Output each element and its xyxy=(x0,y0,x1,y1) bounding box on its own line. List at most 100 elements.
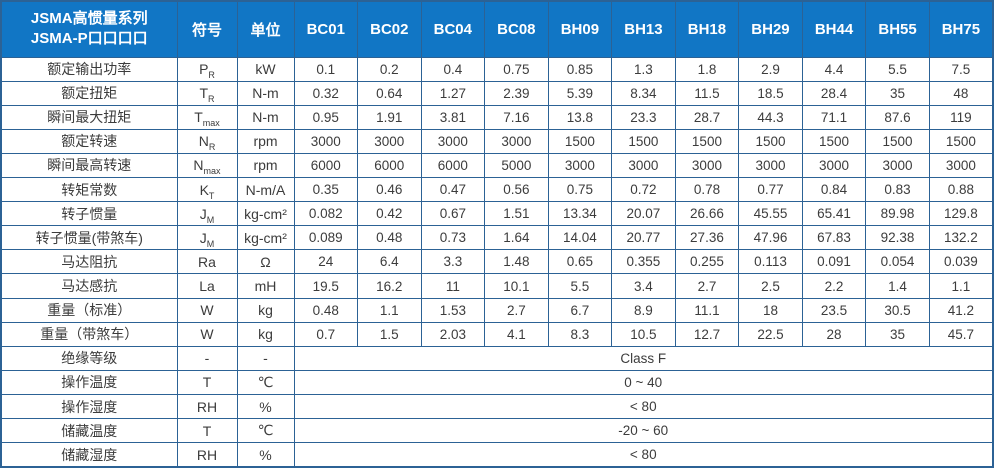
parameter-label: 重量（标准） xyxy=(0,297,178,323)
unit-column-header: 单位 xyxy=(236,0,295,58)
table-row: 储藏湿度 RH% < 80 xyxy=(0,442,994,468)
value-cell: 0.95 xyxy=(293,104,359,130)
value-cell: 1.1 xyxy=(357,297,422,323)
unit-cell: kg-cm² xyxy=(236,225,295,251)
value-cell: 129.8 xyxy=(928,201,994,227)
value-cell: 0.84 xyxy=(801,177,867,203)
symbol-cell: W xyxy=(176,297,238,323)
value-cell: 35 xyxy=(865,321,930,347)
value-cell: 7.16 xyxy=(484,104,549,130)
symbol-column-header: 符号 xyxy=(176,0,238,58)
value-cell: 1.64 xyxy=(484,225,549,251)
parameter-label: 储藏温度 xyxy=(0,418,178,444)
value-cell: 0.113 xyxy=(738,249,803,275)
table-row: 操作温度 T ℃ 0 ~ 40 xyxy=(0,369,994,396)
value-cell: 3000 xyxy=(357,128,422,154)
value-cell: 3000 xyxy=(420,128,486,154)
symbol-cell: La xyxy=(176,273,238,299)
model-header: BC01 xyxy=(293,0,359,58)
value-cell: 47.96 xyxy=(738,225,803,251)
parameter-label: 瞬间最高转速 xyxy=(0,152,178,179)
value-cell: 5000 xyxy=(484,152,549,179)
value-cell: 4.4 xyxy=(801,56,867,82)
value-cell: 1500 xyxy=(801,128,867,154)
table-row: 操作湿度 RH% < 80 xyxy=(0,394,994,420)
value-cell: 0.7 xyxy=(293,321,359,347)
value-cell: 23.3 xyxy=(611,104,676,130)
value-cell: 5.5 xyxy=(547,273,613,299)
shared-value-cell: -20 ~ 60 xyxy=(293,418,994,444)
value-cell: 1500 xyxy=(547,128,613,154)
value-cell: 10.5 xyxy=(611,321,676,347)
series-title-line1: JSMA高惯量系列 xyxy=(30,10,148,27)
value-cell: 3000 xyxy=(674,152,740,179)
unit-cell: - xyxy=(236,345,295,371)
table-row: 马达阻抗 Ra Ω 24 6.4 3.3 1.48 0.65 0.355 0.255 0.113 0.… xyxy=(0,249,994,275)
value-cell: 1500 xyxy=(928,128,994,154)
value-cell: 12.7 xyxy=(674,321,740,347)
parameter-label: 储藏湿度 xyxy=(0,442,178,468)
value-cell: 1500 xyxy=(674,128,740,154)
value-cell: 1500 xyxy=(738,128,803,154)
symbol-cell: TR xyxy=(176,80,238,106)
value-cell: 1.5 xyxy=(357,321,422,347)
unit-cell: rpm xyxy=(236,128,295,154)
value-cell: 71.1 xyxy=(801,104,867,130)
value-cell: 19.5 xyxy=(293,273,359,299)
symbol-cell: Nmax xyxy=(176,152,238,179)
parameter-label: 操作温度 xyxy=(0,369,178,396)
value-cell: 0.48 xyxy=(293,297,359,323)
symbol-subscript: max xyxy=(203,166,221,177)
value-cell: 1.53 xyxy=(420,297,486,323)
value-cell: 0.47 xyxy=(420,177,486,203)
unit-cell: kW xyxy=(236,56,295,82)
unit-cell: kg xyxy=(236,321,295,347)
value-cell: 18 xyxy=(738,297,803,323)
parameter-label: 操作湿度 xyxy=(0,394,178,420)
symbol-cell: Tmax xyxy=(176,104,238,130)
value-cell: 3.81 xyxy=(420,104,486,130)
parameter-label: 瞬间最大扭矩 xyxy=(0,104,178,130)
value-cell: 3000 xyxy=(484,128,549,154)
parameter-label: 额定扭矩 xyxy=(0,80,178,106)
symbol-cell: PR xyxy=(176,56,238,82)
symbol-cell: - xyxy=(176,345,238,371)
symbol-subscript: T xyxy=(208,190,215,201)
series-title-cell: JSMA高惯量系列 JSMA-P口口口口 xyxy=(0,0,178,58)
parameter-label: 绝缘等级 xyxy=(0,345,178,371)
value-cell: 89.98 xyxy=(865,201,930,227)
value-cell: 0.64 xyxy=(357,80,422,106)
symbol-cell: RH xyxy=(176,394,238,420)
value-cell: 3000 xyxy=(611,152,676,179)
symbol-subscript: R xyxy=(208,93,215,104)
symbol-subscript: M xyxy=(206,214,215,225)
value-cell: 0.78 xyxy=(674,177,740,203)
value-cell: 28 xyxy=(801,321,867,347)
table-body: 额定输出功率 PR kW 0.1 0.2 0.4 0.75 0.85 1.3 1.8 2.9 4.4 5… xyxy=(0,56,994,468)
table-row: 额定扭矩 TR N-m 0.32 0.64 1.27 2.39 5.39 8.34 11.5 18.… xyxy=(0,80,994,106)
model-header: BH18 xyxy=(674,0,740,58)
value-cell: 0.72 xyxy=(611,177,676,203)
table-row: 瞬间最高转速 Nmax rpm 6000 6000 6000 5000 3000 3000 300… xyxy=(0,152,994,179)
unit-cell: ℃ xyxy=(236,418,295,444)
table-row: 额定转速 NR rpm 3000 3000 3000 3000 1500 1500 1500 150… xyxy=(0,128,994,154)
table-row: 储藏温度 T ℃ -20 ~ 60 xyxy=(0,418,994,444)
value-cell: 30.5 xyxy=(865,297,930,323)
value-cell: 6000 xyxy=(357,152,422,179)
value-cell: 2.39 xyxy=(484,80,549,106)
value-cell: 8.34 xyxy=(611,80,676,106)
value-cell: 0.32 xyxy=(293,80,359,106)
symbol-cell: NR xyxy=(176,128,238,154)
series-title-line2: JSMA-P口口口口 xyxy=(30,30,148,48)
unit-cell: rpm xyxy=(236,152,295,179)
value-cell: 0.85 xyxy=(547,56,613,82)
parameter-label: 额定转速 xyxy=(0,128,178,154)
shared-value-cell: 0 ~ 40 xyxy=(293,369,994,396)
value-cell: 7.5 xyxy=(928,56,994,82)
value-cell: 3000 xyxy=(293,128,359,154)
value-cell: 22.5 xyxy=(738,321,803,347)
model-header: BC08 xyxy=(484,0,549,58)
unit-cell: ℃ xyxy=(236,369,295,396)
